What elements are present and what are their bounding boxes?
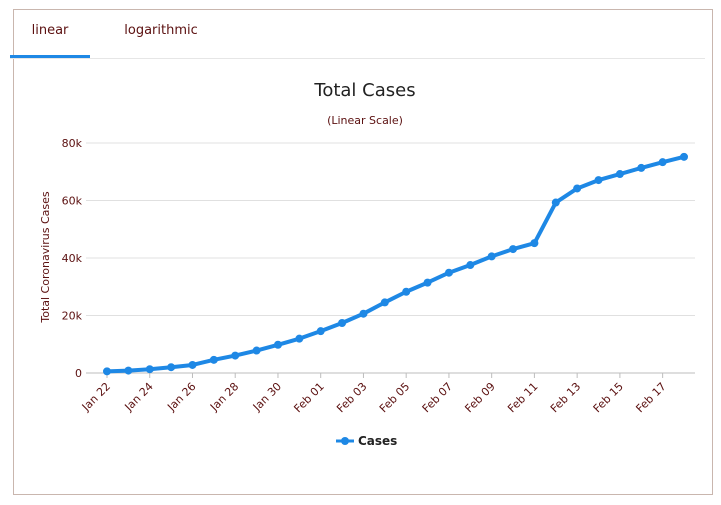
x-tick-label: Jan 24 bbox=[122, 380, 156, 414]
data-point[interactable] bbox=[637, 163, 646, 172]
chart-title: Total Cases bbox=[313, 80, 415, 101]
chart-subtitle: (Linear Scale) bbox=[327, 114, 403, 127]
data-point[interactable] bbox=[487, 252, 496, 261]
legend-marker-icon bbox=[341, 437, 349, 445]
x-tick-label: Feb 03 bbox=[334, 380, 369, 415]
data-point[interactable] bbox=[295, 334, 304, 343]
x-tick-label: Jan 22 bbox=[79, 380, 113, 414]
data-point[interactable] bbox=[209, 355, 218, 364]
data-point[interactable] bbox=[423, 278, 432, 287]
data-point[interactable] bbox=[380, 298, 389, 307]
data-point[interactable] bbox=[402, 287, 411, 296]
data-point[interactable] bbox=[338, 319, 347, 328]
data-point[interactable] bbox=[124, 366, 133, 375]
data-point[interactable] bbox=[145, 365, 154, 374]
data-point[interactable] bbox=[551, 198, 560, 207]
data-point[interactable] bbox=[316, 327, 325, 336]
series-line-cases[interactable] bbox=[105, 154, 686, 374]
data-point[interactable] bbox=[231, 351, 240, 360]
y-axis-label: Total Coronavirus Cases bbox=[39, 191, 52, 324]
data-point[interactable] bbox=[509, 245, 518, 254]
y-tick-label: 40k bbox=[62, 252, 83, 265]
data-point[interactable] bbox=[252, 346, 261, 355]
data-point[interactable] bbox=[103, 367, 111, 376]
data-point[interactable] bbox=[680, 152, 688, 161]
x-tick-label: Feb 09 bbox=[462, 380, 497, 415]
x-tick-label: Feb 11 bbox=[505, 380, 540, 415]
data-point[interactable] bbox=[359, 309, 368, 318]
tab-logarithmic[interactable]: logarithmic bbox=[124, 23, 198, 38]
chart-panel bbox=[13, 9, 713, 495]
data-point[interactable] bbox=[273, 340, 282, 349]
legend-label-cases: Cases bbox=[358, 434, 397, 448]
data-point[interactable] bbox=[615, 170, 624, 179]
x-tick-label: Feb 15 bbox=[591, 380, 626, 415]
data-point[interactable] bbox=[188, 360, 197, 369]
data-point[interactable] bbox=[444, 268, 453, 277]
x-tick-label: Jan 30 bbox=[250, 380, 284, 414]
x-tick-label: Jan 28 bbox=[207, 380, 241, 414]
y-tick-label: 20k bbox=[62, 310, 83, 323]
legend[interactable]: Cases bbox=[336, 434, 397, 448]
x-tick-label: Feb 05 bbox=[377, 380, 412, 415]
x-tick-label: Feb 07 bbox=[420, 380, 455, 415]
x-tick-label: Jan 26 bbox=[164, 380, 198, 414]
y-tick-label: 0 bbox=[75, 367, 82, 380]
data-point[interactable] bbox=[167, 363, 176, 372]
data-point[interactable] bbox=[466, 261, 475, 270]
y-tick-label: 80k bbox=[62, 137, 83, 150]
y-tick-label: 60k bbox=[62, 195, 83, 208]
data-point[interactable] bbox=[530, 239, 539, 248]
x-tick-label: Feb 17 bbox=[633, 380, 668, 415]
data-point[interactable] bbox=[658, 158, 667, 167]
data-point[interactable] bbox=[594, 176, 603, 185]
tab-linear[interactable]: linear bbox=[10, 18, 90, 58]
x-tick-label: Feb 13 bbox=[548, 380, 583, 415]
data-point[interactable] bbox=[573, 184, 582, 193]
x-tick-label: Feb 01 bbox=[291, 380, 326, 415]
scale-tabs: linear logarithmic bbox=[10, 18, 705, 59]
